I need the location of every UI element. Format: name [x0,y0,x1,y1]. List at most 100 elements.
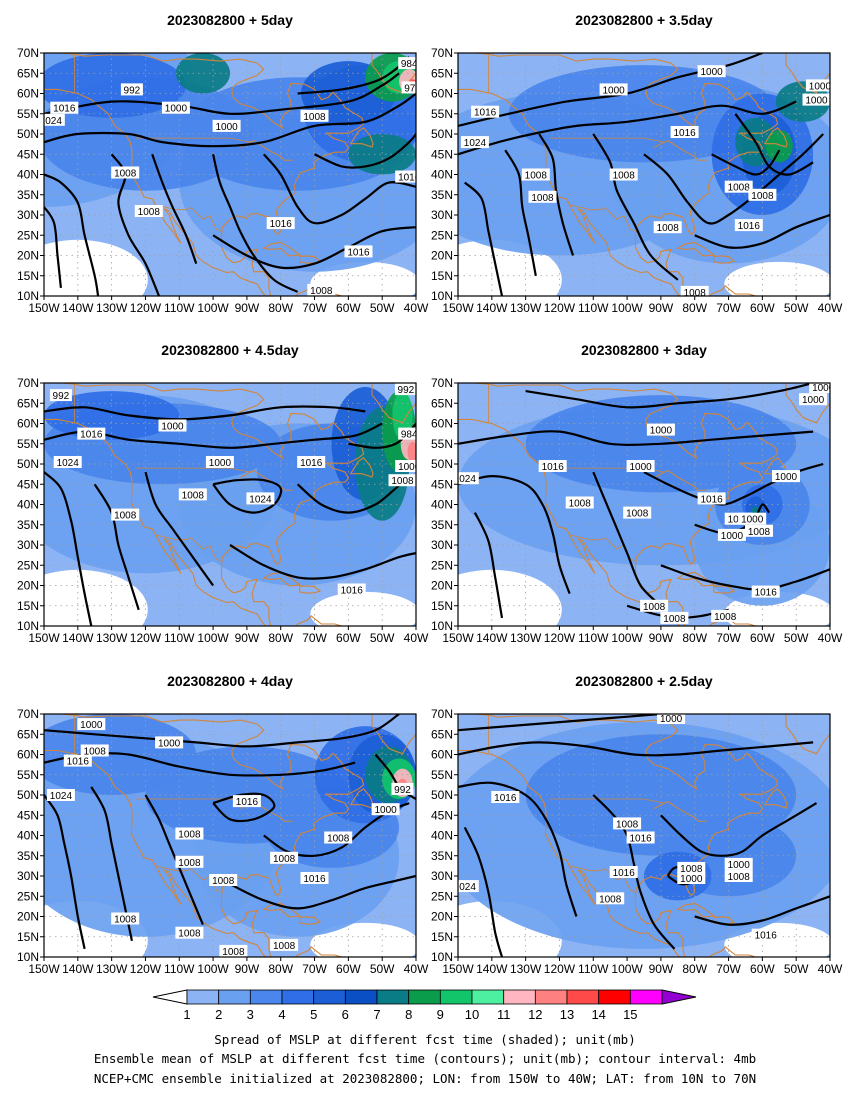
figure-caption: Spread of MSLP at different fcst time (s… [214,1032,635,1047]
contour-label: 1000 [161,422,184,433]
mslp-contour [44,714,400,748]
contour-label-box [391,782,414,795]
island-coastline [262,571,302,587]
x-tick-label: 120W [544,962,576,976]
mslp-contour [44,92,416,148]
x-tick-label: 40W [404,301,429,315]
contour-label: 1008 [273,941,296,952]
mslp-contour [711,149,781,176]
y-tick-label: 70N [17,707,39,721]
colorbar: 1 2 3 4 5 6 7 8 9 10 11 12 13 14 15 [152,989,697,1022]
island-coastline [763,788,788,809]
coastline [474,714,779,957]
x-tick-label: 40W [818,962,843,976]
contour-label-box [398,427,416,440]
mslp-contour [473,512,504,619]
y-tick-label: 40N [431,168,453,182]
colorbar-box [439,989,473,1005]
contour-label: 1008 [212,876,235,887]
contour-label: 1000 [602,85,625,96]
x-tick-label: 100W [197,631,229,645]
contour-label: 1008 [303,112,326,123]
y-tick-label: 25N [17,558,39,572]
contour-label: 1000 [650,426,673,437]
x-tick-label: 130W [510,301,542,315]
contour-label: 1016 [755,931,778,942]
contour-label: 1008 [182,490,205,501]
contour-label-box [158,419,187,432]
mslp-contour [44,173,100,296]
contour-label-box [623,506,652,519]
mslp-contour [464,181,504,296]
contour-label: 1000 [660,714,683,725]
colorbar-box [471,989,505,1005]
contour-label: 1000 [374,805,397,816]
x-tick-label: 150W [28,631,60,645]
great-lakes [653,800,707,822]
x-tick-label: 80W [682,301,707,315]
mslp-contour [592,794,676,950]
border-line [135,467,251,473]
colorbar-box [534,989,568,1005]
mslp-contour [660,802,818,857]
x-tick-label: 150W [28,962,60,976]
y-tick-label: 30N [431,208,453,222]
spread-low-patch [724,261,830,296]
contour-label: 1000 [805,96,828,107]
y-tick-label: 25N [431,558,453,572]
contour-label-box [266,217,295,230]
colorbar-label: 11 [497,1007,511,1022]
x-tick-label: 110W [578,962,609,976]
y-tick-label: 45N [431,477,453,491]
x-tick-label: 40W [404,962,429,976]
contour-label: 1000 [700,67,723,78]
contour-label: 1008 [728,183,751,194]
y-tick-label: 50N [17,457,39,471]
colorbar-label: 7 [373,1007,380,1022]
contour-label-box [646,423,675,436]
x-tick-label: 120W [544,631,576,645]
mslp-contour [212,226,416,270]
contour-label: 1016 [542,462,565,473]
contour-label: 1008 [728,872,751,883]
coastline [371,714,416,755]
contour-label: 1000 [215,122,238,133]
coastline [60,383,365,626]
colorbar-box [344,989,378,1005]
panel-title: 2023082800 + 2.5day [575,673,713,689]
contour-label: 1016 [755,588,778,599]
contour-label-box [471,105,500,118]
x-tick-label: 90W [235,962,260,976]
coastline [60,714,365,957]
y-tick-label: 20N [17,249,39,263]
contour-label-box [657,714,686,724]
x-tick-label: 50W [370,962,395,976]
colorbar-label: 15 [623,1007,637,1022]
contour-label: 1008 [751,191,774,202]
colorbar-label: 13 [560,1007,574,1022]
island-coastline [676,241,716,257]
contour-label-box [161,101,190,114]
contour-label: 1008 [391,476,414,487]
contour-label-box [246,492,275,505]
coastline [474,383,779,626]
x-tick-label: 80W [682,962,707,976]
y-tick-label: 15N [431,930,453,944]
contour-label: 1008 [643,602,666,613]
mslp-contour [212,478,283,514]
colorbar-label: 4 [278,1007,285,1022]
contour-label-box [63,754,92,767]
y-tick-label: 55N [431,437,453,451]
mslp-contour [229,544,416,580]
contour-label-box [748,188,777,201]
colorbar-box [503,989,536,1005]
contour-label: 1008 [310,286,333,297]
island-coastline [676,902,716,918]
mslp-contour [458,781,578,917]
colorbar-arrow-low [152,989,188,1005]
mslp-contour [504,149,537,276]
contour-label: 1000 [802,395,825,406]
contour-label: 1008 [327,834,350,845]
